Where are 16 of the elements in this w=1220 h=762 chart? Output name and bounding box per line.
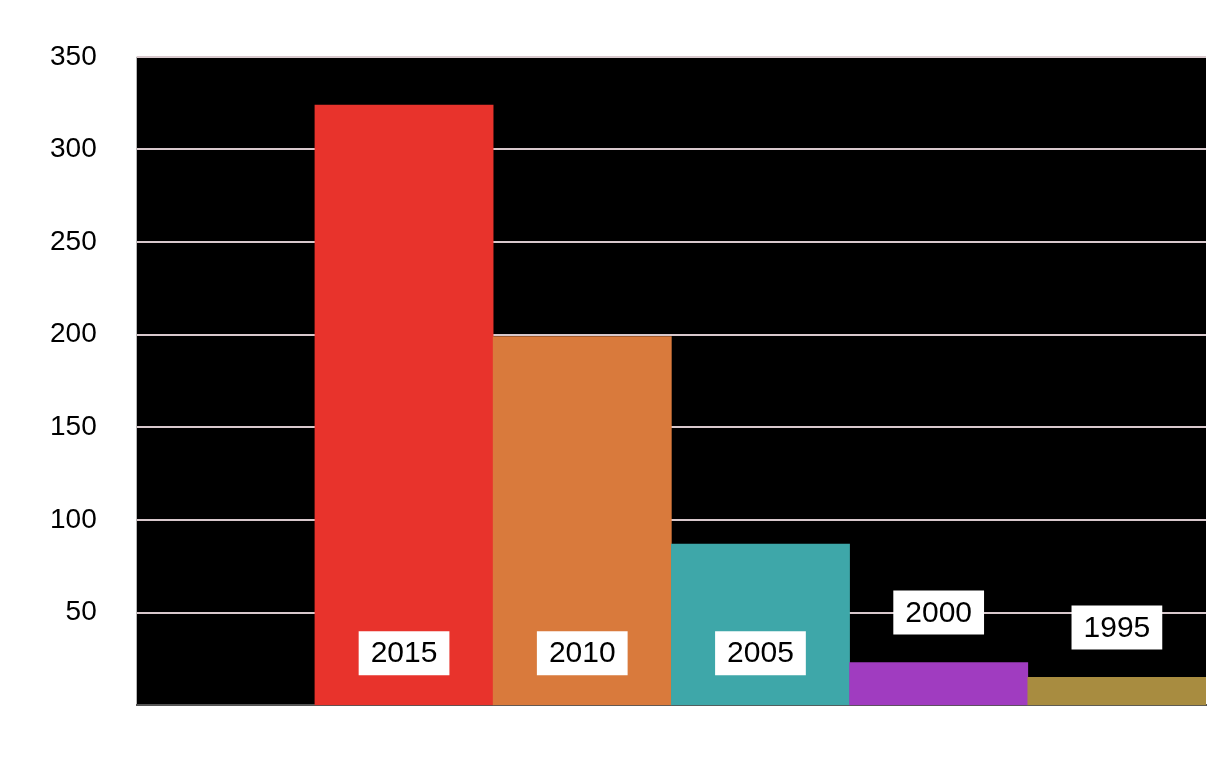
bar [1027,677,1206,706]
bar [492,336,672,706]
y-tick-label: 250 [50,224,97,256]
y-tick-label: 300 [50,132,97,164]
x-tick-label: 2000 [905,594,973,628]
x-tick-label: 1995 [1083,609,1151,643]
x-tick-label: 2010 [548,635,616,669]
y-tick-label: 100 [50,502,97,534]
bar [849,662,1029,706]
y-tick-label: 50 [65,595,97,627]
x-tick-label: 2005 [727,635,794,669]
y-tick-label: 350 [50,39,97,71]
bar [314,104,494,706]
y-tick-label: 150 [50,410,97,442]
x-tick-label: 2015 [370,635,438,669]
y-tick-label: 200 [50,317,97,349]
